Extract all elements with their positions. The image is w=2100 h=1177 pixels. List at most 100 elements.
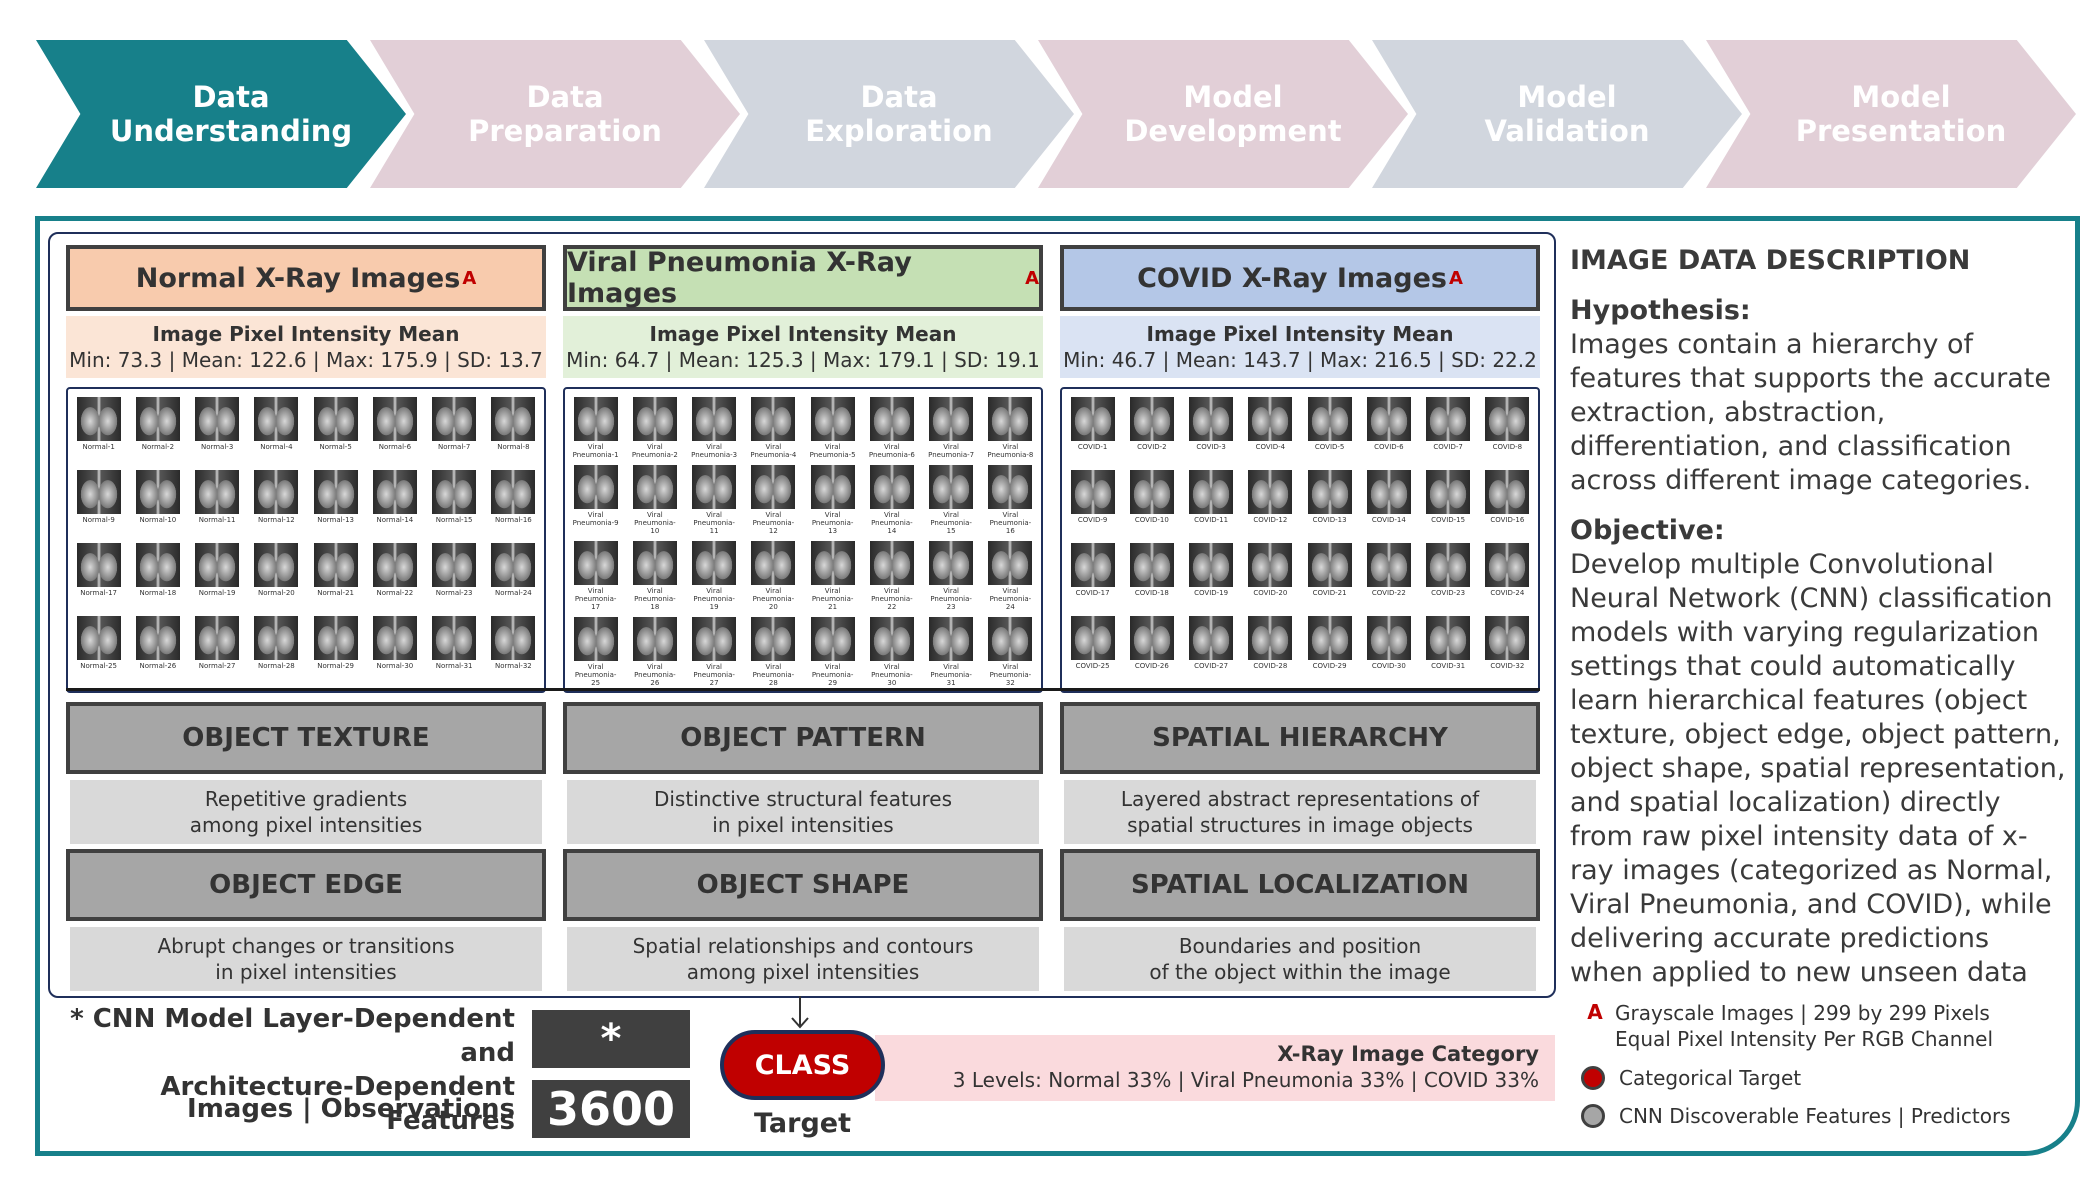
thumbnail-label: Viral Pneumonia-26 [634, 663, 676, 687]
thumbnail-label: Viral Pneumonia-27 [693, 663, 735, 687]
hypothesis-text: Images contain a hierarchy of features t… [1570, 329, 2051, 496]
xray-thumbnail: Normal-9 [74, 470, 123, 537]
thumbnail-label: Viral Pneumonia-30 [871, 663, 913, 687]
xray-thumbnail: Normal-13 [311, 470, 360, 537]
xray-image [491, 543, 536, 587]
thumbnail-label: COVID-10 [1134, 516, 1169, 524]
xray-thumbnail: Viral Pneumonia-31 [927, 617, 976, 687]
thumbnail-label: Viral Pneumonia-10 [634, 511, 676, 535]
xray-thumbnail: COVID-9 [1068, 470, 1117, 537]
thumbnail-label: Viral Pneumonia-15 [930, 511, 972, 535]
xray-image [76, 470, 121, 514]
xray-thumbnail: COVID-16 [1483, 470, 1532, 537]
thumbnail-label: Viral Pneumonia-9 [572, 511, 619, 527]
xray-thumbnail: Normal-23 [430, 543, 479, 610]
thumbnail-label: COVID-6 [1374, 443, 1404, 451]
xray-image [491, 616, 536, 660]
thumbnail-label: Normal-28 [257, 662, 295, 670]
xray-image [751, 617, 796, 661]
feature-description: Layered abstract representations of spat… [1064, 780, 1536, 844]
xray-thumbnail: COVID-27 [1187, 616, 1236, 683]
xray-thumbnail: COVID-30 [1364, 616, 1413, 683]
xray-thumbnail: Normal-20 [252, 543, 301, 610]
thumbnail-label: Normal-11 [198, 516, 236, 524]
thumbnail-label: COVID-8 [1492, 443, 1523, 451]
thumbnail-label: COVID-22 [1371, 589, 1406, 597]
thumbnail-label: Viral Pneumonia-23 [930, 587, 972, 611]
thumbnail-label: Normal-30 [376, 662, 414, 670]
xray-thumbnail: Normal-21 [311, 543, 360, 610]
xray-thumbnail: Normal-5 [311, 397, 360, 464]
xray-image [810, 397, 855, 441]
xray-image [929, 465, 974, 509]
thumbnail-label: Viral Pneumonia-31 [930, 663, 972, 687]
feature-object-edge: OBJECT EDGE Abrupt changes or transition… [66, 849, 546, 991]
xray-thumbnail: Normal-6 [370, 397, 419, 464]
xray-image [1070, 616, 1115, 660]
xray-thumbnail: COVID-11 [1187, 470, 1236, 537]
feature-spatial-localization: SPATIAL LOCALIZATION Boundaries and posi… [1060, 849, 1540, 991]
xray-thumbnail: Viral Pneumonia-3 [690, 397, 739, 459]
thumbnail-label: COVID-24 [1490, 589, 1525, 597]
xray-thumbnail: COVID-25 [1068, 616, 1117, 683]
thumbnail-label: COVID-20 [1253, 589, 1288, 597]
xray-image [751, 541, 796, 585]
xray-image [313, 616, 358, 660]
xray-image [254, 543, 299, 587]
xray-image [1485, 543, 1530, 587]
xray-image [135, 616, 180, 660]
main-frame [35, 216, 2080, 1156]
xray-thumbnail: Normal-8 [489, 397, 538, 464]
thumbnail-label: COVID-21 [1312, 589, 1347, 597]
feature-description: Repetitive gradients among pixel intensi… [70, 780, 542, 844]
intensity-stats: Image Pixel Intensity Mean Min: 46.7 | M… [1060, 316, 1540, 378]
xray-thumbnail: Normal-32 [489, 616, 538, 683]
xray-image [135, 543, 180, 587]
xray-image [432, 616, 477, 660]
xray-image [573, 397, 618, 441]
xray-thumbnail: Viral Pneumonia-29 [808, 617, 857, 687]
thumbnail-label: Normal-31 [435, 662, 473, 670]
xray-thumbnail: COVID-4 [1246, 397, 1295, 464]
observations-count-box: 3600 [532, 1080, 690, 1138]
xray-thumbnail: Normal-7 [430, 397, 479, 464]
xray-image [432, 397, 477, 441]
thumbnail-grid: Normal-1 Normal-2 Normal-3 Normal-4 Normal-5… [66, 387, 546, 693]
xray-image [869, 541, 914, 585]
xray-thumbnail: Viral Pneumonia-24 [986, 541, 1035, 611]
xray-image [573, 541, 618, 585]
xray-image [988, 465, 1033, 509]
xray-image [692, 541, 737, 585]
legend-target: Categorical Target [1575, 1066, 2055, 1090]
inner-panel [48, 232, 1556, 998]
xray-thumbnail: Viral Pneumonia-8 [986, 397, 1035, 459]
xray-thumbnail: Viral Pneumonia-1 [571, 397, 620, 459]
feature-description: Distinctive structural features in pixel… [567, 780, 1039, 844]
xray-thumbnail: Normal-24 [489, 543, 538, 610]
xray-thumbnail: Normal-14 [370, 470, 419, 537]
thumbnail-label: Viral Pneumonia-5 [809, 443, 856, 459]
thumbnail-label: COVID-23 [1431, 589, 1466, 597]
xray-thumbnail: Viral Pneumonia-27 [690, 617, 739, 687]
xray-thumbnail: COVID-31 [1424, 616, 1473, 683]
xray-image [869, 397, 914, 441]
xray-image [1189, 397, 1234, 441]
xray-image [1070, 470, 1115, 514]
xray-thumbnail: COVID-10 [1127, 470, 1176, 537]
feature-title: OBJECT TEXTURE [66, 702, 546, 774]
thumbnail-label: Normal-4 [260, 443, 293, 451]
thumbnail-grid: COVID-1 COVID-2 COVID-3 COVID-4 COVID-5 COVID… [1060, 387, 1540, 693]
xray-image [1129, 470, 1174, 514]
objective-label: Objective: [1570, 515, 1725, 546]
xray-image [632, 541, 677, 585]
thumbnail-label: COVID-3 [1196, 443, 1226, 451]
xray-thumbnail: COVID-5 [1305, 397, 1354, 464]
thumbnail-label: Viral Pneumonia-4 [750, 443, 797, 459]
xray-image [135, 470, 180, 514]
legend-images: A Grayscale Images | 299 by 299 Pixels E… [1575, 1000, 2055, 1052]
xray-thumbnail: COVID-18 [1127, 543, 1176, 610]
xray-image [1307, 543, 1352, 587]
section-divider [66, 688, 1540, 691]
feature-object-texture: OBJECT TEXTURE Repetitive gradients amon… [66, 702, 546, 844]
thumbnail-label: Viral Pneumonia-18 [634, 587, 676, 611]
